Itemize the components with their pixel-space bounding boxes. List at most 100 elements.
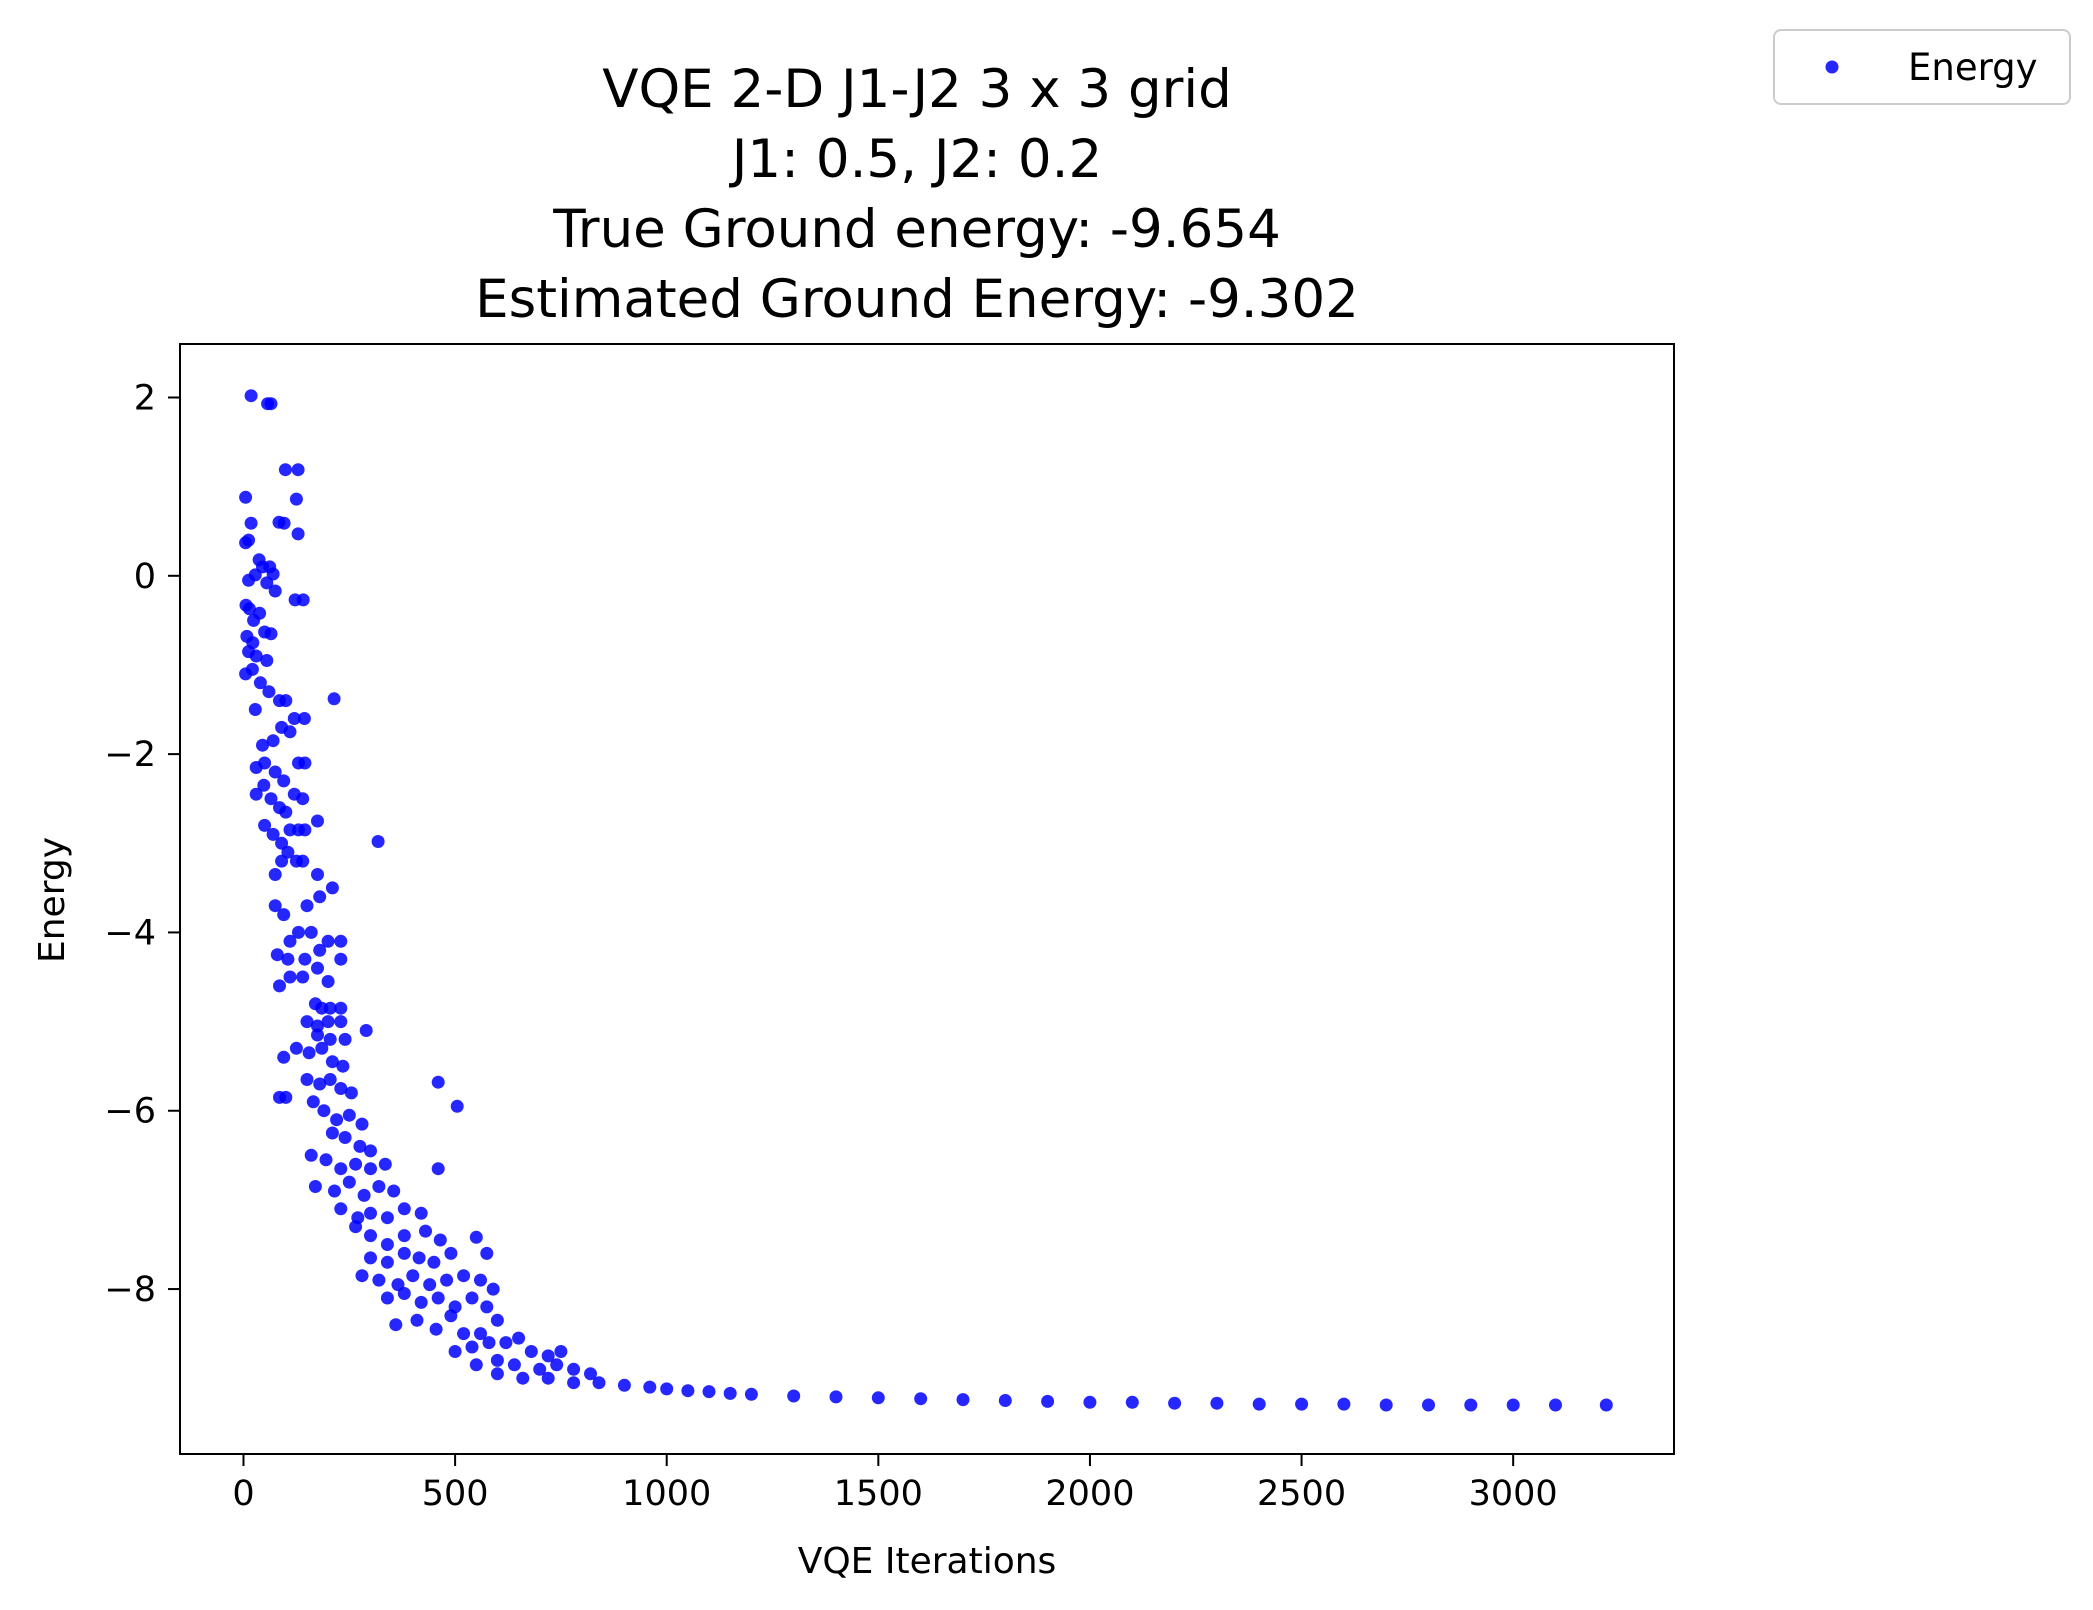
data-point-124	[342, 1108, 356, 1122]
data-point-61	[311, 814, 324, 828]
data-point-49	[258, 756, 272, 770]
data-point-224	[1210, 1396, 1224, 1410]
title-line-1: VQE 2-D J1-J2 3 x 3 grid	[602, 59, 1232, 120]
data-point-215	[829, 1390, 843, 1404]
data-point-152	[380, 1238, 394, 1251]
data-point-209	[660, 1382, 674, 1396]
data-point-208	[643, 1380, 657, 1394]
data-point-233	[1599, 1398, 1613, 1412]
data-point-136	[378, 1157, 392, 1171]
data-point-9	[244, 516, 258, 530]
data-point-42	[327, 692, 341, 706]
data-point-32	[249, 649, 263, 663]
data-point-4	[291, 463, 305, 477]
y-tick-label: −4	[104, 913, 156, 953]
data-point-0	[244, 389, 258, 403]
y-axis-label: Energy	[32, 837, 73, 963]
data-point-36	[253, 676, 267, 690]
data-point-201	[584, 1367, 597, 1381]
data-point-214	[787, 1389, 801, 1403]
data-point-184	[457, 1327, 471, 1341]
data-point-137	[431, 1162, 445, 1176]
data-point-105	[338, 1032, 352, 1046]
data-point-139	[328, 1184, 341, 1198]
data-point-84	[334, 934, 348, 948]
data-point-230	[1464, 1398, 1478, 1412]
data-point-150	[349, 1220, 363, 1234]
data-point-10	[291, 527, 305, 541]
data-point-132	[319, 1153, 333, 1167]
data-point-216	[871, 1391, 885, 1405]
data-point-170	[457, 1269, 471, 1283]
plot-frame	[179, 343, 1675, 1455]
data-point-118	[431, 1075, 445, 1089]
data-point-74	[311, 868, 324, 881]
data-point-107	[289, 1041, 303, 1055]
title-line-3: True Ground energy: -9.654	[552, 199, 1281, 260]
legend-frame	[1773, 29, 2071, 105]
data-point-98	[334, 1001, 348, 1015]
data-point-33	[260, 654, 274, 667]
data-point-75	[325, 881, 339, 895]
data-point-167	[406, 1269, 420, 1283]
data-point-63	[266, 827, 280, 841]
data-point-183	[444, 1309, 458, 1323]
title-line-2: J1: 0.5, J2: 0.2	[729, 129, 1102, 190]
data-point-146	[364, 1206, 377, 1220]
data-point-163	[480, 1246, 494, 1260]
data-point-108	[302, 1046, 316, 1060]
data-point-88	[313, 943, 327, 957]
x-tick-label: 2500	[1257, 1474, 1346, 1514]
data-point-173	[380, 1291, 394, 1305]
data-point-219	[998, 1394, 1012, 1407]
data-point-85	[270, 948, 284, 962]
x-tick-label: 3000	[1469, 1474, 1558, 1514]
y-axis: 2 0 −2 −4 −6 −8	[104, 378, 180, 1310]
data-point-80	[283, 934, 297, 948]
data-point-3	[278, 463, 292, 477]
data-point-103	[311, 1028, 324, 1042]
data-point-100	[311, 1019, 324, 1033]
data-point-172	[486, 1282, 500, 1296]
data-point-231	[1506, 1398, 1520, 1412]
data-point-30	[264, 627, 278, 641]
data-point-110	[325, 1055, 339, 1069]
data-point-221	[1083, 1395, 1097, 1409]
data-point-199	[550, 1358, 564, 1372]
data-point-203	[516, 1371, 530, 1385]
x-axis: 0 500 1000 1500 2000 2500 3000	[232, 1454, 1558, 1514]
data-point-131	[304, 1148, 318, 1162]
data-point-227	[1337, 1397, 1351, 1411]
data-point-94	[321, 975, 335, 988]
data-point-90	[273, 979, 286, 993]
data-point-225	[1252, 1397, 1266, 1411]
data-point-133	[334, 1162, 348, 1176]
data-point-44	[256, 738, 269, 752]
data-point-114	[313, 1077, 327, 1091]
x-tick-label: 500	[422, 1474, 489, 1514]
data-point-228	[1379, 1398, 1393, 1412]
data-point-50	[268, 765, 282, 779]
data-point-160	[412, 1251, 426, 1265]
x-axis-label: VQE Iterations	[798, 1541, 1057, 1582]
data-point-143	[387, 1184, 401, 1198]
data-point-83	[321, 934, 335, 948]
data-point-19	[260, 576, 274, 590]
legend: Energy	[1773, 29, 2071, 105]
data-point-109	[315, 1041, 329, 1055]
data-point-37	[262, 685, 276, 699]
data-point-134	[349, 1157, 363, 1171]
data-point-186	[490, 1313, 504, 1327]
data-point-41	[297, 712, 311, 725]
data-point-101	[321, 1015, 335, 1029]
data-point-121	[306, 1095, 320, 1109]
data-point-229	[1422, 1398, 1435, 1412]
data-point-51	[277, 774, 291, 788]
x-tick-label: 2000	[1045, 1474, 1134, 1514]
data-point-200	[567, 1362, 581, 1376]
data-point-180	[389, 1318, 403, 1332]
data-point-191	[512, 1331, 526, 1345]
data-point-223	[1168, 1396, 1182, 1410]
data-point-213	[744, 1387, 758, 1401]
